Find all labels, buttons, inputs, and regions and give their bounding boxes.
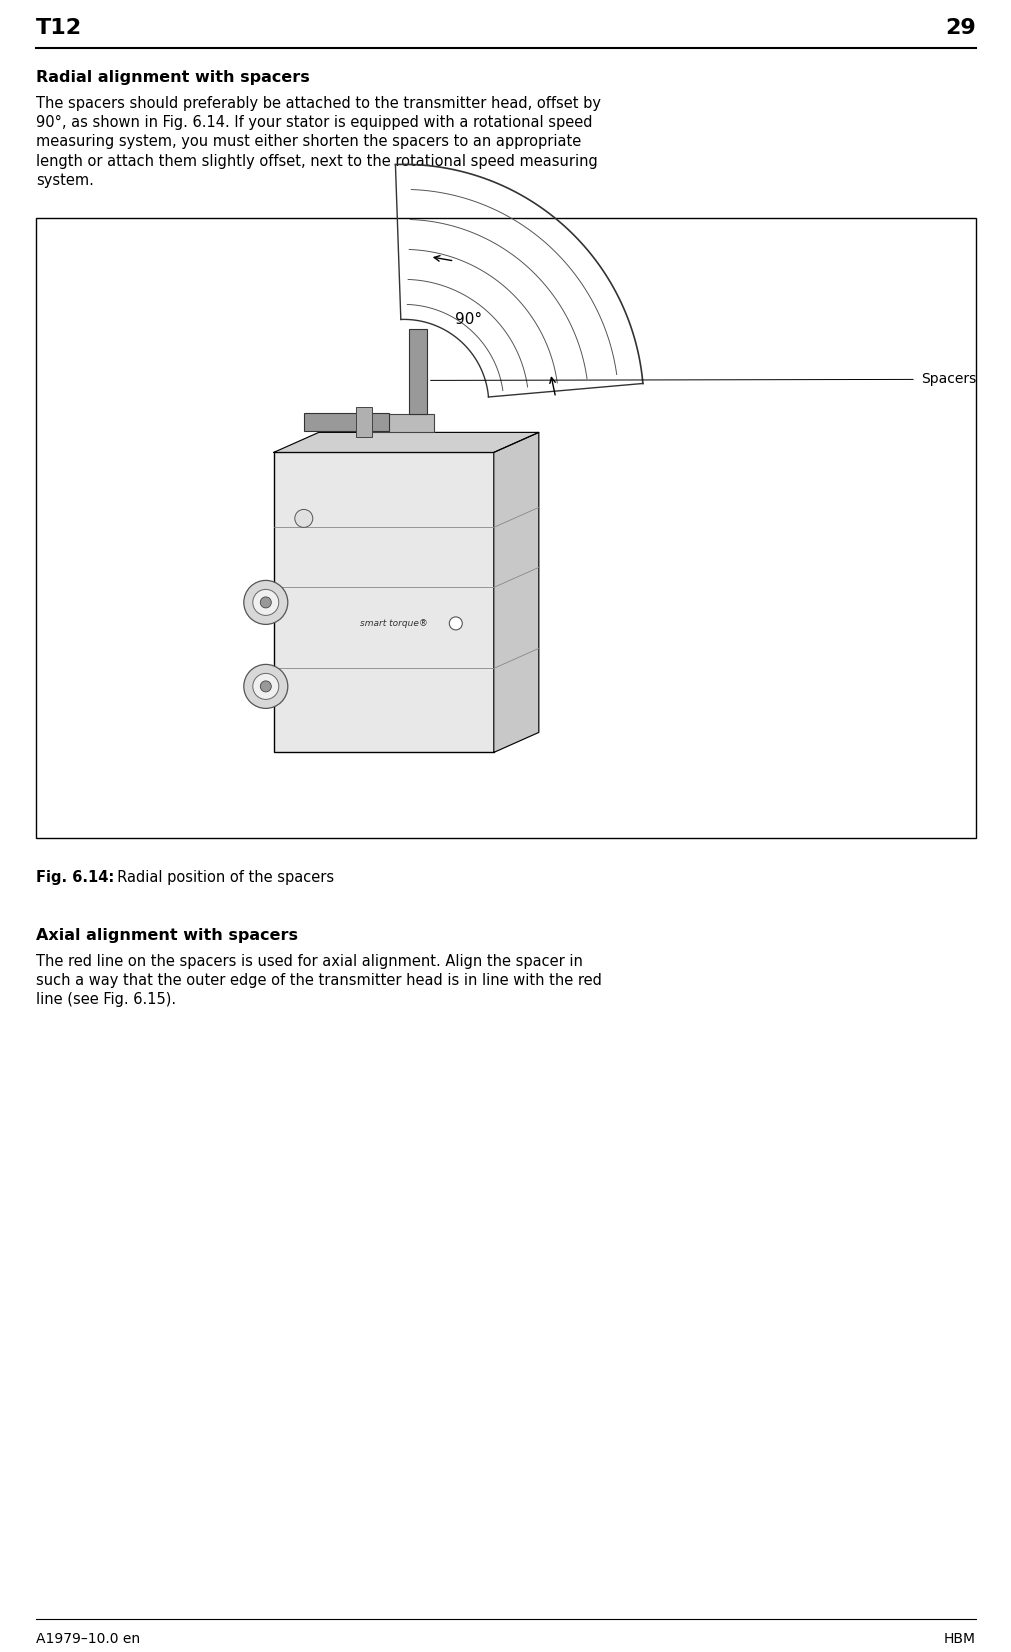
Text: Radial alignment with spacers: Radial alignment with spacers <box>36 69 309 84</box>
Text: A1979–10.0 en: A1979–10.0 en <box>36 1632 140 1645</box>
Text: 29: 29 <box>944 18 975 38</box>
Text: Axial alignment with spacers: Axial alignment with spacers <box>36 928 297 943</box>
Text: 90°: 90° <box>455 312 482 327</box>
Text: The spacers should preferably be attached to the transmitter head, offset by
90°: The spacers should preferably be attache… <box>36 96 601 188</box>
Circle shape <box>253 674 278 699</box>
Bar <box>303 413 388 431</box>
Text: The red line on the spacers is used for axial alignment. Align the spacer in
suc: The red line on the spacers is used for … <box>36 953 602 1008</box>
Text: T12: T12 <box>36 18 82 38</box>
Bar <box>408 329 427 415</box>
Bar <box>363 415 434 433</box>
Text: HBM: HBM <box>943 1632 975 1645</box>
Text: Spacers: Spacers <box>920 372 976 387</box>
Text: Fig. 6.14:: Fig. 6.14: <box>36 871 114 885</box>
Bar <box>36 218 975 838</box>
Circle shape <box>244 580 287 624</box>
Circle shape <box>449 616 462 629</box>
Polygon shape <box>493 433 538 752</box>
Text: smart torque®: smart torque® <box>360 620 428 628</box>
Circle shape <box>294 509 312 527</box>
Circle shape <box>253 590 278 616</box>
Circle shape <box>260 681 271 692</box>
Polygon shape <box>274 433 538 453</box>
Circle shape <box>260 596 271 608</box>
Text: Radial position of the spacers: Radial position of the spacers <box>108 871 334 885</box>
Circle shape <box>244 664 287 709</box>
Bar <box>274 453 493 752</box>
Bar <box>356 406 371 436</box>
